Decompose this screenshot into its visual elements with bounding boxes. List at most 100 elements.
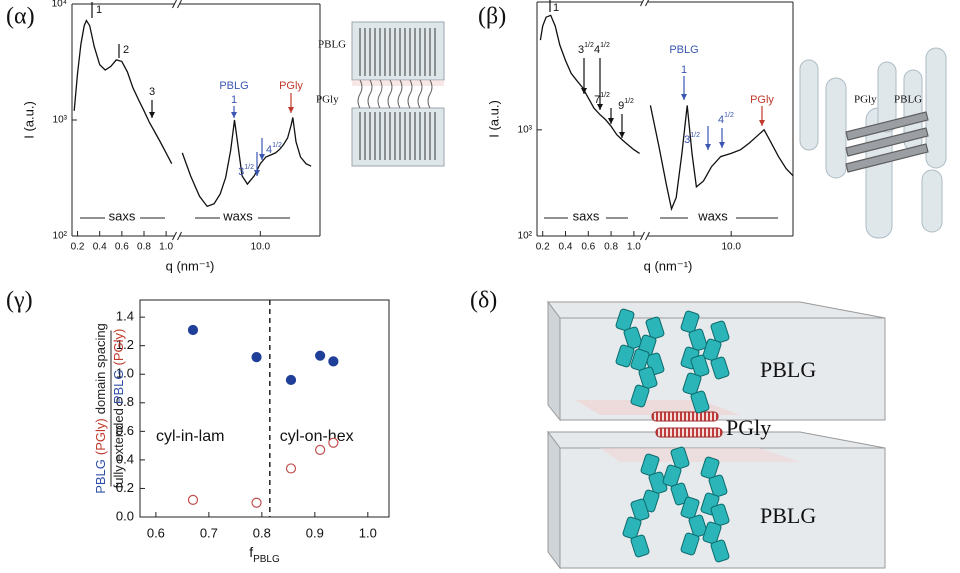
data-point [285,374,297,386]
x-axis-title: q (nm⁻¹) [166,258,215,273]
block [351,21,445,81]
rod [845,127,929,157]
region-label: cyl-in-lam [156,428,224,445]
data-point [251,352,262,363]
x-tick-label: 0.8 [253,525,271,540]
data-point [187,324,199,336]
arrow-head [759,120,765,126]
x-tick-label: 0.8 [137,242,151,253]
peak-label-sup: 1/2 [244,164,254,171]
plot-frame [139,299,390,518]
axis-break [640,231,650,241]
x-tick-label: 0.6 [581,242,595,253]
y-axis-title: fully extended PBLG (PGly) [111,329,126,489]
cylinder-scheme [799,47,947,239]
arrow-head [288,107,294,113]
peak-label: 31/2 [684,132,700,146]
helix [645,316,665,340]
helix [630,498,650,522]
arrow-head [597,104,603,110]
peak-label-sup: 1/2 [600,92,610,99]
y-tick-label: 0.8 [116,394,134,409]
x-axis-title-sub: PBLG [253,554,280,565]
peak-label-base: 1 [681,64,687,76]
y-axis-title: PBLG (PGly) domain spacing [93,323,108,494]
peak-label-base: 4 [718,114,724,126]
lamella-scheme [351,21,445,167]
rod [845,143,929,173]
y-tick-label: 0.2 [116,480,134,495]
helix [690,390,710,414]
range-label: waxs [222,208,253,223]
x-tick-label: 0.6 [147,525,165,540]
helix [615,308,635,332]
peak-label-base: 1 [231,94,237,106]
helix [638,366,658,390]
helix [662,464,682,488]
peak-label: 1 [231,94,237,106]
x-tick-label: 0.6 [115,242,129,253]
helix [622,516,642,540]
linker [377,79,383,109]
helix [690,354,710,378]
helix [680,532,700,556]
y-axis-title: I (a.u.) [21,101,36,139]
helix [702,338,722,362]
peak-label-base: 3 [149,86,155,98]
x-axis-title: fPBLG [249,544,280,565]
linker [357,79,363,109]
intensity-curve [181,117,312,208]
y-tick-label: 0.6 [116,423,134,438]
rod [845,111,929,141]
peak-label-base: 4 [594,44,600,56]
arrow-head [619,132,625,138]
peak-label-base: 4 [266,144,272,156]
peak-label: PGly [279,80,303,92]
linker [427,79,433,109]
box-side [547,430,561,570]
x-axis-title: q (nm⁻¹) [644,258,693,273]
peak-label: 1 [96,4,102,16]
y-tick-label: 10² [53,231,68,242]
peak-label: 31/2 [578,42,594,56]
cylinder [925,47,947,169]
peak-label: 41/2 [266,142,282,156]
block [351,107,445,167]
helix [710,503,730,527]
peak-label-base: 3 [578,44,584,56]
peak-label-base: 9 [618,100,624,112]
peak-label: 31/2 [238,164,254,178]
peak-label-sup: 1/2 [624,98,634,105]
helix [630,534,650,558]
peak-label: PBLG [219,80,248,92]
peak-label: 91/2 [618,98,634,112]
arrow-head [254,170,260,176]
scheme-label: PBLG [894,94,922,106]
arrow-head [681,94,687,100]
range-label: saxs [573,208,600,223]
peak-label-sup: 1/2 [600,42,610,49]
y-tick-label: 1.2 [116,337,134,352]
range-label: waxs [697,208,728,223]
x-tick-label: 0.9 [306,525,324,540]
x-tick-label: 0.8 [604,242,618,253]
peak-label-sup: 1/2 [690,132,700,139]
cylinder [877,61,897,133]
helix [623,326,643,350]
peak-label: 2 [123,44,129,56]
y-axis-title-part: fully extended [111,408,126,488]
scheme-label: PGly [854,94,877,106]
peak-label-sup: 1/2 [272,142,282,149]
helix [630,348,650,372]
data-point [251,497,262,508]
peak-label-base: 1 [96,4,102,16]
axis-break [172,231,182,241]
pgly-rod [655,427,723,438]
y-tick-label: 10⁴ [52,0,67,10]
y-tick-label: 1.0 [116,366,134,381]
linker [397,79,403,109]
helix [630,384,650,408]
chart: 0.6 0.7 0.8 0.9 1.0 0.0 0.2 0.4 0.6 0.8 1.0 1.2 1.4 c… [93,299,390,565]
